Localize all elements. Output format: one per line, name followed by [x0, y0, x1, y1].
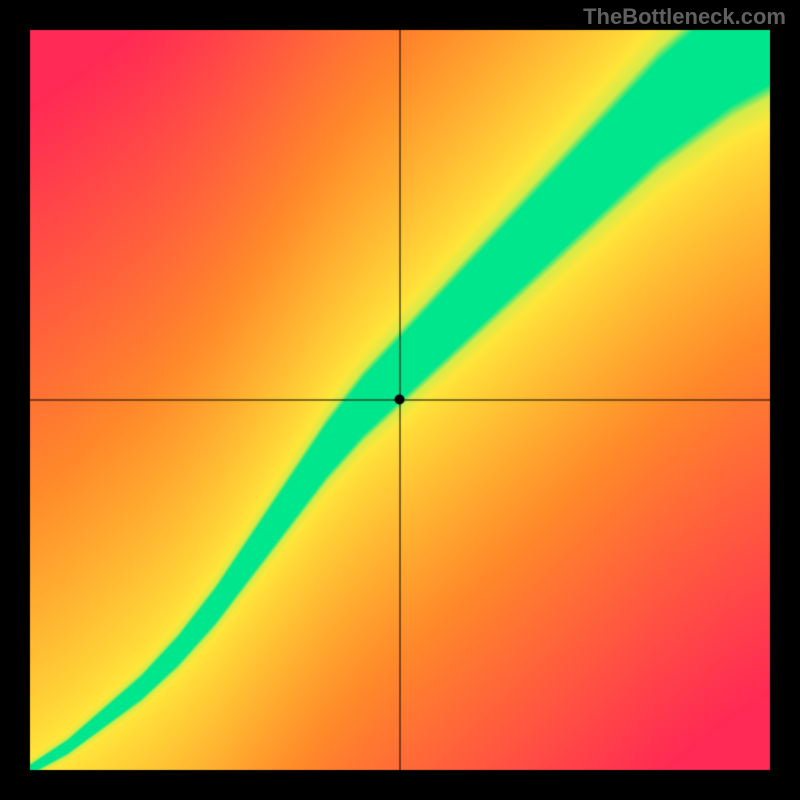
heatmap-canvas [0, 0, 800, 800]
watermark-text: TheBottleneck.com [583, 4, 786, 30]
chart-container: TheBottleneck.com [0, 0, 800, 800]
